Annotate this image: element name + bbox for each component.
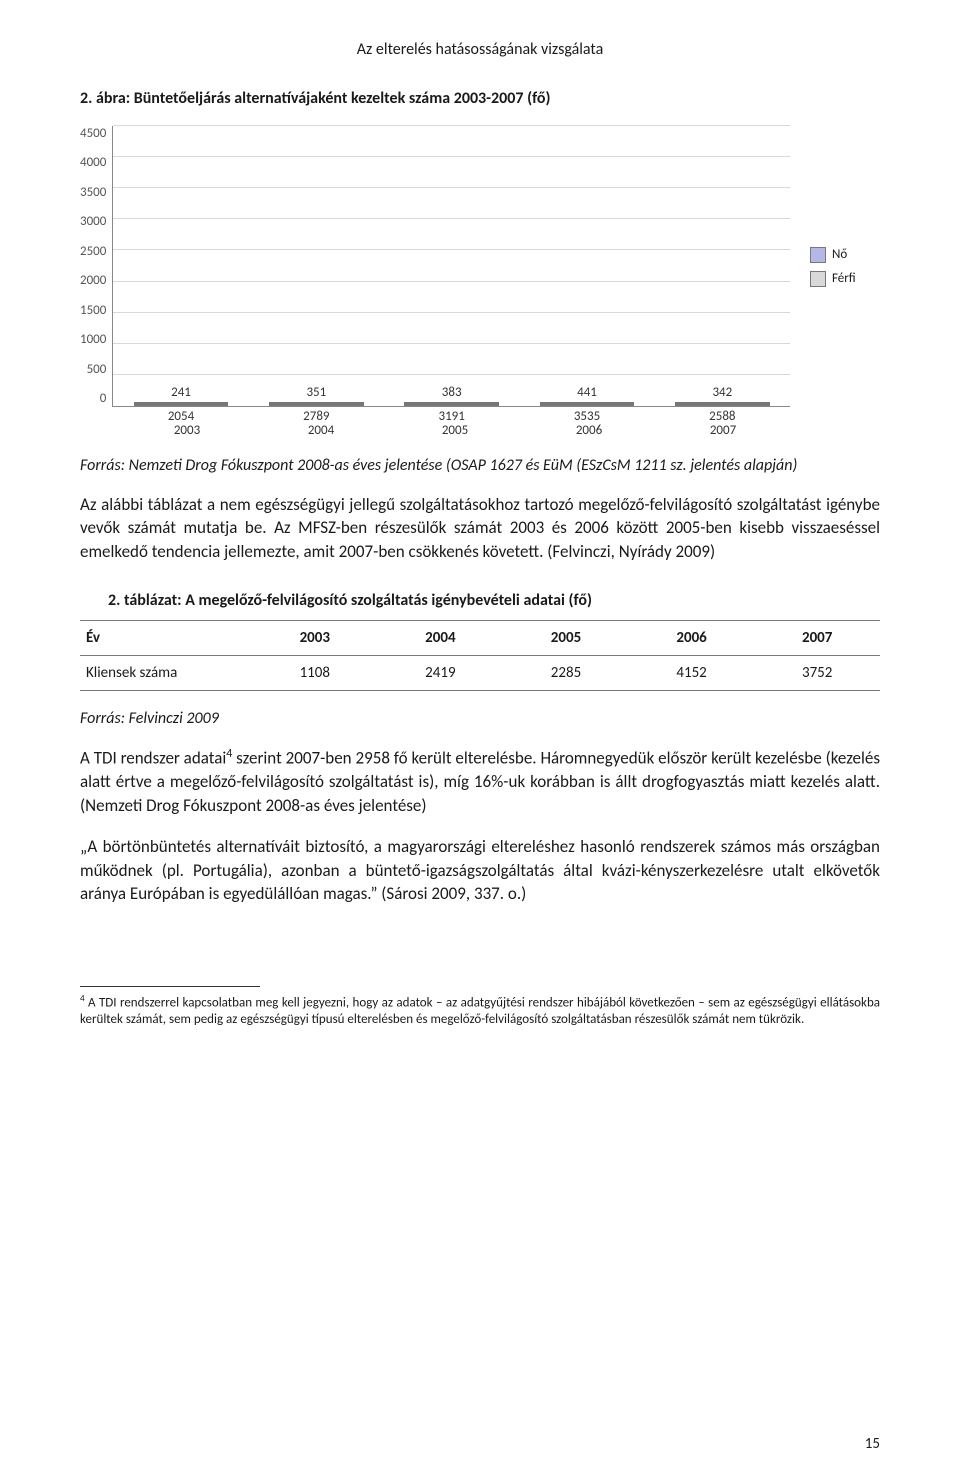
footnote-4: 4 A TDI rendszerrel kapcsolatban meg kel… [80,993,880,1029]
legend-item-ferfi: Férfi [810,271,880,287]
x-tick-label: 2004 [308,423,334,438]
table-header-cell: 2003 [252,621,378,656]
y-tick-label: 1500 [80,303,106,318]
bar-value-label: 351 [306,385,326,400]
table-cell: Kliensek száma [80,656,252,691]
y-tick-label: 1000 [80,332,106,347]
running-head: Az elterelés hatásosságának vizsgálata [80,40,880,59]
bar-segment-ferfi: 3191 [404,404,499,406]
table-header-cell: Év [80,621,252,656]
chart-legend: Nő Férfi [810,126,880,407]
y-tick-label: 2500 [80,244,106,259]
y-tick-label: 500 [87,362,107,377]
page-number: 15 [865,1435,880,1453]
bar-segment-ferfi: 2588 [675,404,770,406]
table-cell: 2419 [378,656,504,691]
table-header-cell: 2006 [629,621,755,656]
table-row: Kliensek száma11082419228541523752 [80,656,880,691]
legend-item-no: Nő [810,247,880,263]
table-header-cell: 2007 [754,621,880,656]
footnote-rule [80,986,260,987]
table-cell: 2285 [503,656,629,691]
bar-value-label: 441 [577,385,597,400]
bar-column: 3833191 [404,402,499,406]
footnote-text: A TDI rendszerrel kapcsolatban meg kell … [80,995,880,1027]
table-cell: 4152 [629,656,755,691]
table-cell: 3752 [754,656,880,691]
para2-pre: A TDI rendszer adatai [80,748,226,769]
chart-source: Forrás: Nemzeti Drog Fókuszpont 2008-as … [80,456,880,475]
x-tick-label: 2005 [442,423,468,438]
legend-swatch [810,271,826,287]
bar-value-label: 241 [171,385,191,400]
y-tick-label: 4000 [80,155,106,170]
bar-value-label: 2054 [168,409,194,424]
bar-value-label: 2789 [303,409,329,424]
bar-segment-ferfi: 2789 [269,404,364,406]
bar-segment-ferfi: 3535 [540,404,635,406]
bar-value-label: 383 [442,385,462,400]
bar-value-label: 2588 [709,409,735,424]
y-tick-label: 3500 [80,185,106,200]
table-header-cell: 2004 [378,621,504,656]
x-tick-label: 2007 [710,423,736,438]
data-table: Év20032004200520062007 Kliensek száma110… [80,620,880,691]
table-source: Forrás: Felvinczi 2009 [80,709,880,728]
y-tick-label: 3000 [80,214,106,229]
bar-chart: 4500 4000 3500 3000 2500 2000 1500 1000 500 0 241… [80,126,880,438]
chart-title: 2. ábra: Büntetőeljárás alternatívájakén… [80,89,880,108]
bar-value-label: 3191 [438,409,464,424]
legend-swatch [810,247,826,263]
y-tick-label: 4500 [80,126,106,141]
paragraph-2: A TDI rendszer adatai4 szerint 2007-ben … [80,746,880,817]
table-title: 2. táblázat: A megelőző-felvilágosító sz… [80,591,880,610]
bar-column: 4413535 [540,402,635,406]
x-tick-label: 2003 [174,423,200,438]
chart-plot-area: 24120543512789383319144135353422588 [112,126,790,407]
bar-column: 3422588 [675,402,770,406]
x-tick-label: 2006 [576,423,602,438]
y-axis: 4500 4000 3500 3000 2500 2000 1500 1000 500 0 [80,126,112,406]
table-cell: 1108 [252,656,378,691]
table-header-cell: 2005 [503,621,629,656]
quote-paragraph: „A börtönbüntetés alternatíváit biztosít… [80,835,880,905]
bar-value-label: 3535 [574,409,600,424]
paragraph-1: Az alábbi táblázat a nem egészségügyi je… [80,493,880,563]
bar-column: 3512789 [269,402,364,406]
y-tick-label: 0 [100,391,107,406]
bar-segment-ferfi: 2054 [134,404,229,406]
y-tick-label: 2000 [80,273,106,288]
legend-label: Férfi [832,271,856,286]
legend-label: Nő [832,247,847,262]
bar-value-label: 342 [712,385,732,400]
bar-column: 2412054 [134,402,229,406]
